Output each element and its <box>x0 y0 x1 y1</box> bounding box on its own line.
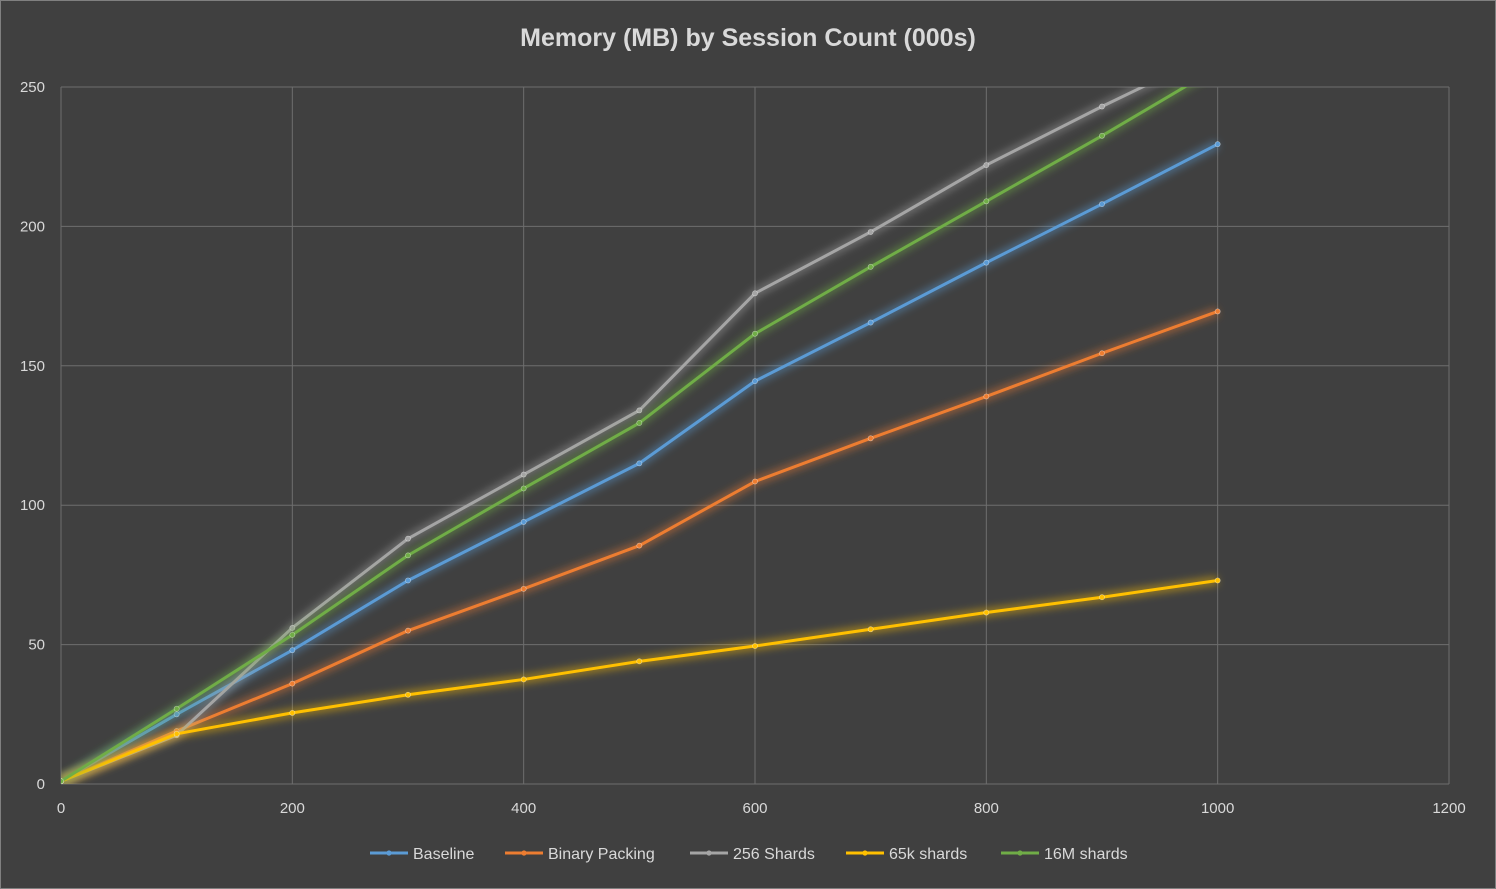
grid <box>60 86 1450 785</box>
x-axis: 0 200 400 600 800 1000 1200 <box>57 800 1466 817</box>
data-point <box>405 627 411 634</box>
legend-label: Baseline <box>413 846 474 863</box>
data-point <box>289 631 296 638</box>
chart-title: Memory (MB) by Session Count (000s) <box>520 24 976 52</box>
y-tick-label: 50 <box>28 637 45 654</box>
data-point <box>636 542 643 549</box>
data-point <box>636 460 643 467</box>
data-point <box>636 407 643 414</box>
x-tick-label: 800 <box>974 800 999 817</box>
legend-label: 256 Shards <box>733 846 815 863</box>
legend-item-256-shards: 256 Shards <box>690 846 815 863</box>
data-point <box>520 471 527 478</box>
data-point <box>983 259 990 266</box>
x-tick-label: 600 <box>742 800 767 817</box>
data-point <box>289 680 296 687</box>
y-tick-label: 150 <box>20 358 45 375</box>
data-point <box>61 778 64 784</box>
data-point <box>520 676 527 683</box>
legend-item-binary-packing: Binary Packing <box>505 846 655 863</box>
data-point <box>1099 103 1105 110</box>
legend-marker <box>706 850 712 856</box>
series-65k-shards <box>61 576 1221 784</box>
legend-label: 65k shards <box>889 846 967 863</box>
legend-marker <box>862 850 868 856</box>
data-point <box>752 378 758 385</box>
x-tick-label: 200 <box>280 800 305 817</box>
data-point <box>405 552 411 559</box>
y-tick-label: 200 <box>20 218 45 235</box>
data-point <box>983 393 990 400</box>
legend-item-baseline: Baseline <box>370 846 474 863</box>
data-point <box>405 535 411 542</box>
legend-item-65k-shards: 65k shards <box>846 846 967 863</box>
legend-marker <box>1017 850 1023 856</box>
data-point <box>1215 48 1220 53</box>
series-16m-shards <box>61 65 1220 784</box>
data-point <box>289 710 296 716</box>
x-tick-label: 1200 <box>1432 800 1465 817</box>
data-point <box>520 519 527 525</box>
data-point <box>1214 577 1221 584</box>
plot-area <box>61 48 1221 784</box>
data-point <box>405 577 411 584</box>
x-tick-label: 1000 <box>1201 800 1234 817</box>
data-point <box>173 730 180 737</box>
data-point <box>289 647 296 654</box>
data-point <box>1099 594 1105 601</box>
data-point <box>1099 132 1105 139</box>
data-point <box>867 229 874 235</box>
data-point <box>752 643 758 649</box>
data-point <box>983 162 990 168</box>
y-tick-label: 100 <box>20 497 45 514</box>
data-point <box>752 330 758 337</box>
data-point <box>405 691 411 698</box>
y-axis: 0 50 100 150 200 250 <box>20 79 45 793</box>
x-tick-label: 400 <box>511 800 536 817</box>
data-point <box>636 420 643 426</box>
data-point <box>983 198 990 205</box>
legend-label: 16M shards <box>1044 846 1128 863</box>
data-point <box>867 626 874 633</box>
data-point <box>1215 65 1220 70</box>
data-point <box>520 485 527 492</box>
data-point <box>867 263 874 270</box>
data-point <box>867 319 874 326</box>
legend-label: Binary Packing <box>548 846 655 863</box>
data-point <box>1099 350 1105 357</box>
data-point <box>983 609 990 616</box>
data-point <box>1214 141 1221 148</box>
data-point <box>173 705 180 712</box>
data-point <box>867 435 874 442</box>
data-point <box>636 658 643 665</box>
y-tick-label: 0 <box>37 776 45 793</box>
legend-marker <box>386 850 392 856</box>
legend: Baseline Binary Packing 256 Shards 65k shar… <box>370 846 1128 863</box>
legend-marker <box>521 850 527 856</box>
x-tick-label: 0 <box>57 800 65 817</box>
series-binary-packing <box>61 307 1221 784</box>
data-point <box>752 290 758 297</box>
data-point <box>1099 201 1105 207</box>
y-tick-label: 250 <box>20 79 45 96</box>
data-point <box>1214 308 1221 315</box>
data-point <box>752 478 758 485</box>
legend-item-16m-shards: 16M shards <box>1001 846 1128 863</box>
data-point <box>520 585 527 592</box>
